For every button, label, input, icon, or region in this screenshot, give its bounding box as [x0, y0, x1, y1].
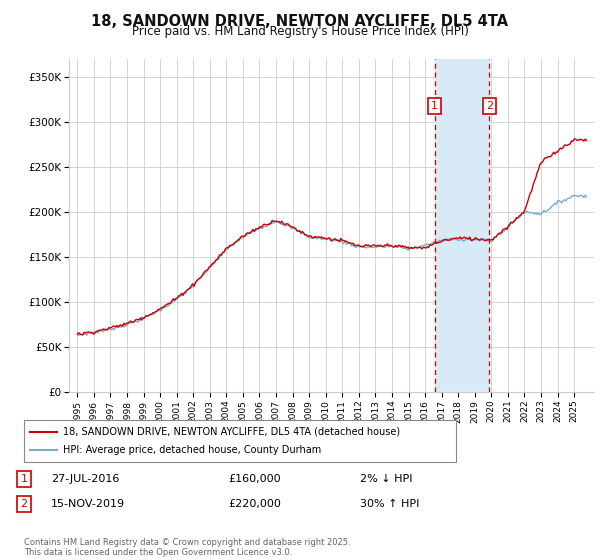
Text: 15-NOV-2019: 15-NOV-2019: [51, 499, 125, 509]
Text: 2% ↓ HPI: 2% ↓ HPI: [360, 474, 413, 484]
Text: 1: 1: [431, 101, 438, 111]
Text: 27-JUL-2016: 27-JUL-2016: [51, 474, 119, 484]
Text: 18, SANDOWN DRIVE, NEWTON AYCLIFFE, DL5 4TA: 18, SANDOWN DRIVE, NEWTON AYCLIFFE, DL5 …: [91, 14, 509, 29]
Text: 2: 2: [486, 101, 493, 111]
Text: 1: 1: [20, 474, 28, 484]
Text: Price paid vs. HM Land Registry's House Price Index (HPI): Price paid vs. HM Land Registry's House …: [131, 25, 469, 38]
Bar: [434, 59, 490, 392]
Text: 2: 2: [20, 499, 28, 509]
Text: 30% ↑ HPI: 30% ↑ HPI: [360, 499, 419, 509]
Text: 18, SANDOWN DRIVE, NEWTON AYCLIFFE, DL5 4TA (detached house): 18, SANDOWN DRIVE, NEWTON AYCLIFFE, DL5 …: [63, 427, 400, 437]
Text: £220,000: £220,000: [228, 499, 281, 509]
Text: £160,000: £160,000: [228, 474, 281, 484]
Text: HPI: Average price, detached house, County Durham: HPI: Average price, detached house, Coun…: [63, 445, 321, 455]
Text: Contains HM Land Registry data © Crown copyright and database right 2025.
This d: Contains HM Land Registry data © Crown c…: [24, 538, 350, 557]
